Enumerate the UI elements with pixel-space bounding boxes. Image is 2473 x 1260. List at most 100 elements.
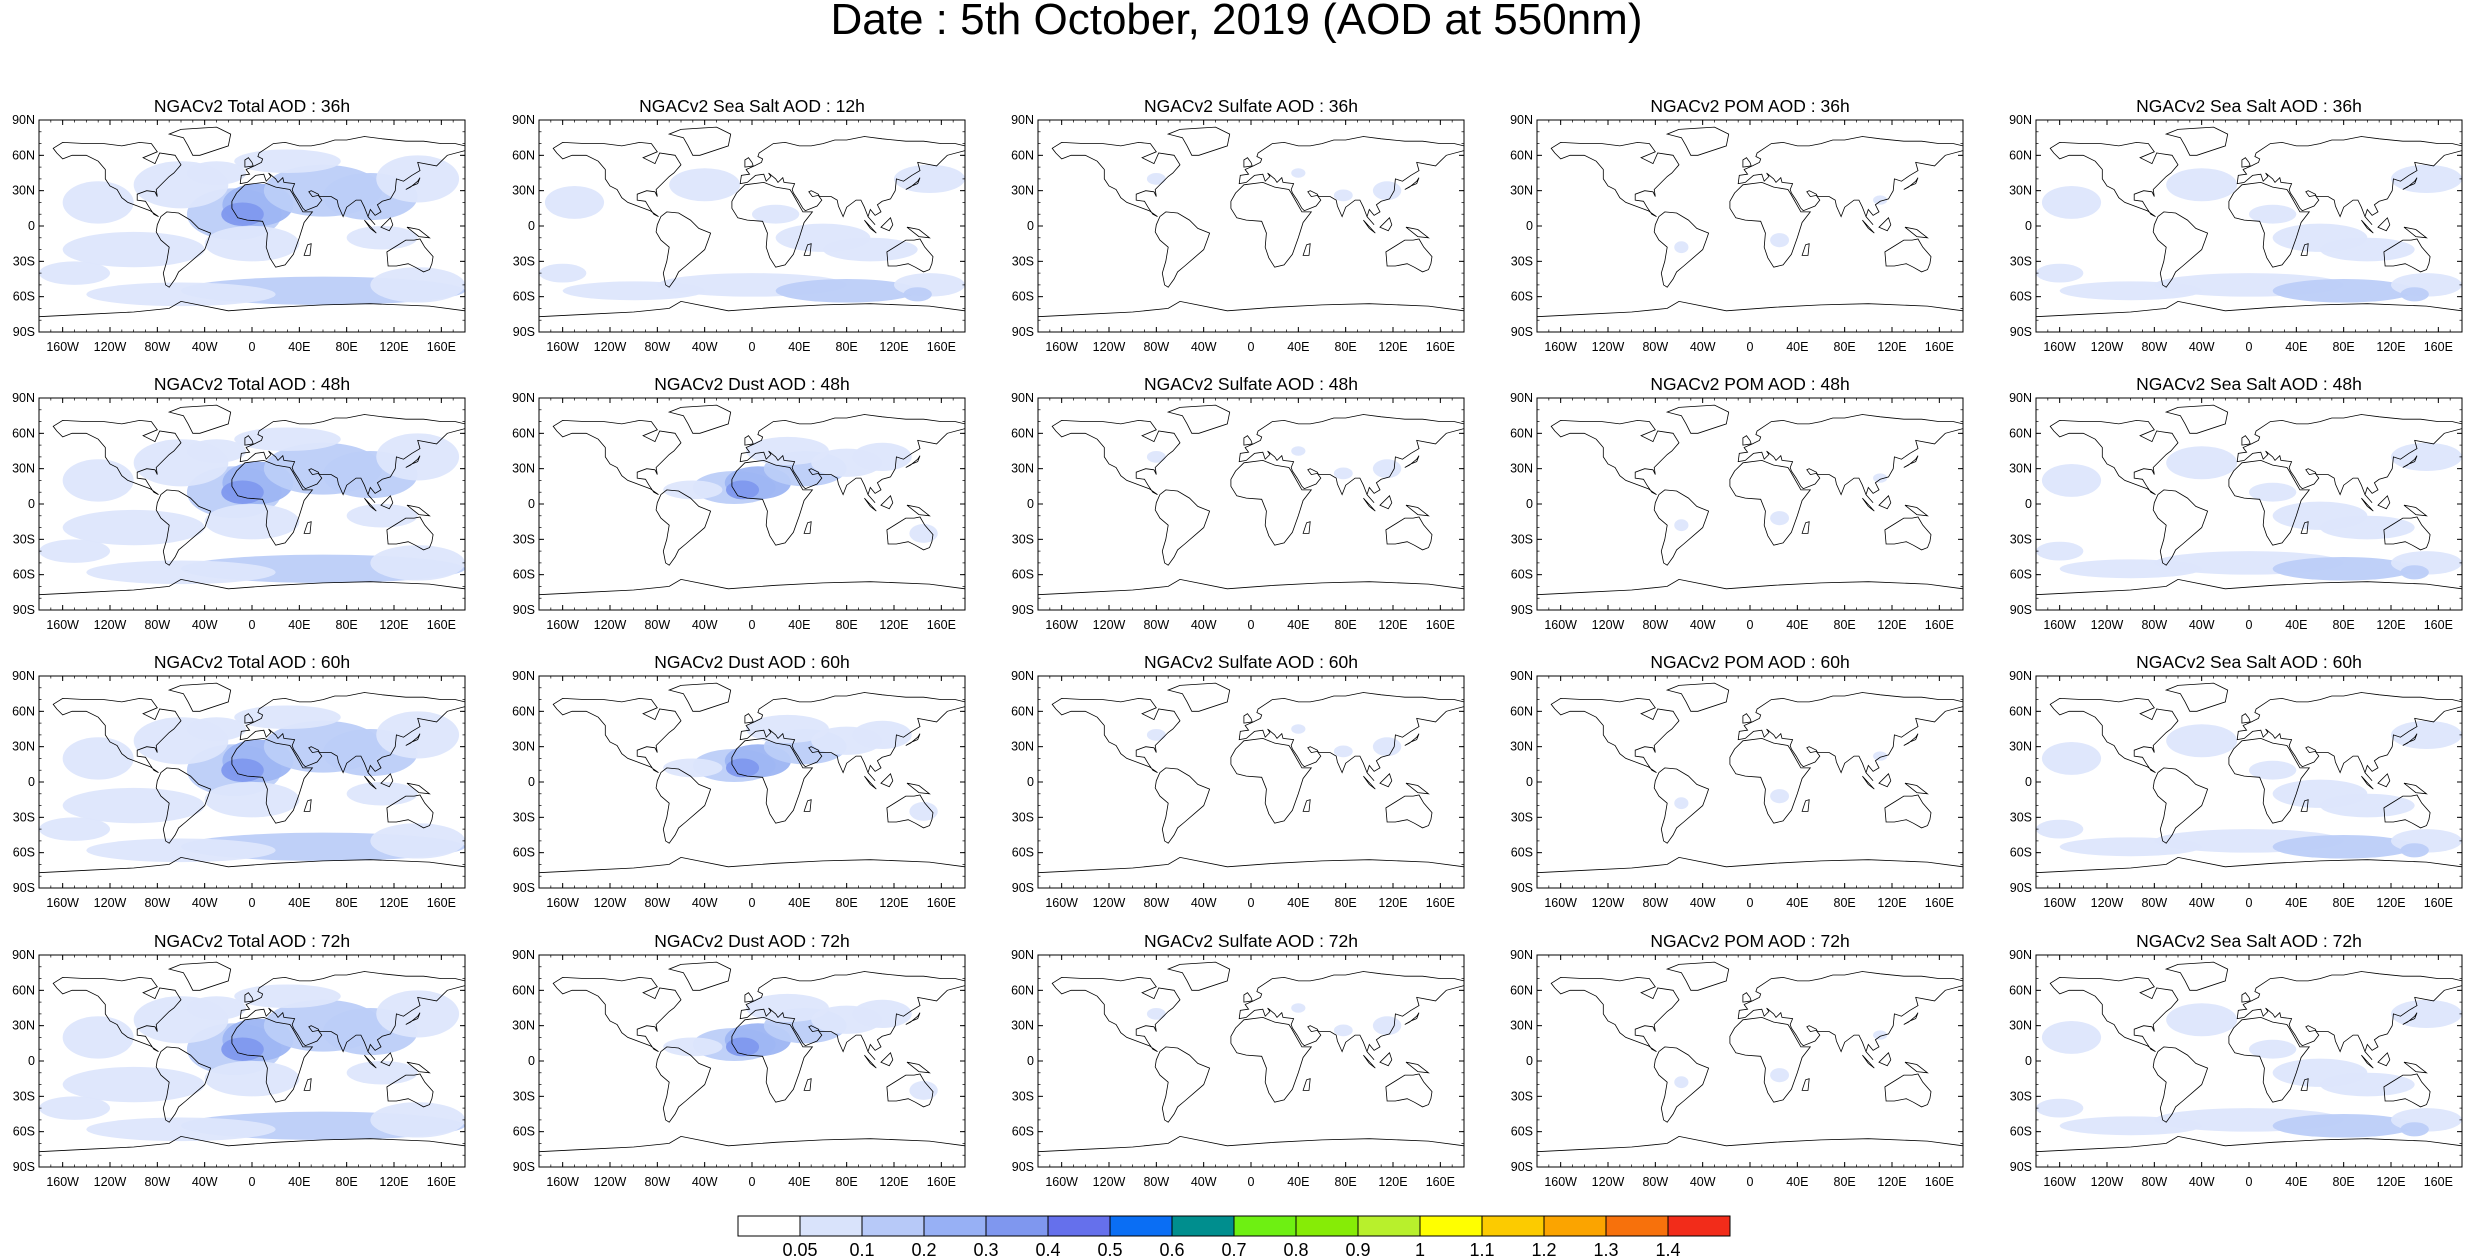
coastline	[1385, 1073, 1433, 1108]
coastline	[2361, 1054, 2374, 1069]
lat-tick-label: 30S	[1511, 1089, 1533, 1103]
aerosol-shading	[234, 984, 341, 1008]
lon-tick-label: 120W	[94, 1175, 127, 1189]
lon-tick-label: 160W	[46, 340, 79, 354]
map-panel: NGACv2 Sulfate AOD : 48h 90N 60N 30N 0 30S 60S…	[1011, 374, 1465, 632]
lon-tick-label: 0	[2246, 618, 2253, 632]
coastline	[167, 126, 232, 156]
coastline	[1051, 141, 1181, 217]
lat-tick-label: 90N	[1510, 391, 1533, 405]
lon-tick-label: 160W	[2043, 1175, 2076, 1189]
coastline	[2402, 1012, 2418, 1025]
aerosol-shading	[2166, 168, 2238, 202]
coastline	[364, 775, 377, 790]
panel-title: NGACv2 Sea Salt AOD : 36h	[2136, 96, 2362, 116]
lat-tick-label: 0	[2025, 497, 2032, 511]
lon-tick-label: 120E	[1877, 1175, 1906, 1189]
coastline	[1154, 211, 1211, 288]
lon-tick-label: 0	[749, 1175, 756, 1189]
lon-tick-label: 40E	[788, 896, 810, 910]
aerosol-shading	[909, 802, 938, 821]
aerosol-shading	[2041, 185, 2102, 219]
coastline	[364, 497, 377, 512]
aerosol-shading	[2036, 263, 2084, 283]
coastline	[1653, 211, 1710, 288]
lon-tick-label: 120W	[2091, 1175, 2124, 1189]
coastline	[1038, 300, 1464, 332]
lon-tick-label: 160E	[1426, 618, 1455, 632]
aerosol-shading	[39, 1096, 110, 1120]
lat-tick-label: 30N	[12, 1019, 35, 1033]
lat-tick-label: 60N	[12, 983, 35, 997]
lon-tick-label: 120W	[2091, 340, 2124, 354]
colorbar-label: 1.1	[1469, 1240, 1494, 1260]
lon-tick-label: 40E	[2285, 1175, 2307, 1189]
colorbar-label: 0.1	[849, 1240, 874, 1260]
lon-tick-label: 160E	[2424, 340, 2453, 354]
coastline	[655, 489, 712, 566]
coastline	[880, 773, 894, 788]
coastline	[386, 1073, 434, 1108]
lat-tick-label: 30S	[2010, 810, 2032, 824]
lon-tick-label: 160E	[1426, 1175, 1455, 1189]
lon-tick-label: 160E	[1925, 896, 1954, 910]
lat-tick-label: 60N	[2009, 426, 2032, 440]
lon-tick-label: 0	[249, 1175, 256, 1189]
lon-tick-label: 80E	[2333, 618, 2355, 632]
lon-tick-label: 80E	[2333, 1175, 2355, 1189]
coastline	[1230, 459, 1313, 546]
lat-tick-label: 0	[2025, 775, 2032, 789]
coastline	[1862, 219, 1875, 234]
lat-tick-label: 60S	[2010, 1125, 2032, 1139]
coastline	[1729, 459, 1812, 546]
lon-tick-label: 120E	[1378, 1175, 1407, 1189]
coastline	[1230, 181, 1313, 268]
coastline	[2228, 459, 2311, 546]
lat-tick-label: 30S	[513, 254, 535, 268]
coastline	[1904, 226, 1929, 239]
coastline	[2300, 799, 2309, 812]
coastline	[364, 1054, 377, 1069]
coastline	[1238, 692, 1464, 782]
coastline	[2152, 767, 2209, 844]
coastline	[1878, 1052, 1892, 1067]
lon-tick-label: 120E	[879, 896, 908, 910]
lat-tick-label: 60N	[1011, 148, 1034, 162]
coastline	[239, 414, 465, 504]
lat-tick-label: 60S	[1511, 568, 1533, 582]
coastline	[1363, 775, 1376, 790]
aerosol-shading	[539, 263, 587, 283]
lat-tick-label: 0	[28, 775, 35, 789]
coastline	[386, 516, 434, 551]
aerosol-shading	[234, 427, 341, 451]
aerosol-shading	[221, 480, 264, 504]
lon-tick-label: 120W	[594, 618, 627, 632]
lon-tick-label: 160W	[46, 618, 79, 632]
coastline	[1166, 961, 1231, 991]
coastline	[1166, 404, 1231, 434]
lat-tick-label: 60S	[1511, 846, 1533, 860]
lat-tick-label: 60S	[13, 846, 35, 860]
lon-tick-label: 120E	[379, 340, 408, 354]
coastline	[405, 733, 421, 746]
aerosol-shading	[852, 720, 912, 750]
coastline	[380, 773, 394, 788]
lon-tick-label: 160E	[1426, 896, 1455, 910]
lon-tick-label: 80W	[1642, 340, 1668, 354]
lon-tick-label: 80W	[2141, 618, 2167, 632]
coastline	[2403, 1061, 2428, 1074]
map-panel: NGACv2 POM AOD : 60h 90N 60N 30N 0 30S 60S 90S 1…	[1510, 652, 1964, 910]
aerosol-shading	[2400, 843, 2429, 858]
lon-tick-label: 40W	[692, 340, 718, 354]
coastline	[2241, 992, 2251, 1003]
aerosol-shading	[39, 539, 110, 563]
coastline	[655, 767, 712, 844]
colorbar-label: 0.4	[1035, 1240, 1060, 1260]
lat-tick-label: 90N	[1510, 948, 1533, 962]
lon-tick-label: 160W	[1544, 618, 1577, 632]
map-background	[1537, 676, 1963, 888]
lon-tick-label: 40W	[1690, 1175, 1716, 1189]
lat-tick-label: 60S	[13, 290, 35, 304]
lon-tick-label: 160W	[2043, 618, 2076, 632]
lat-tick-label: 90N	[1510, 669, 1533, 683]
